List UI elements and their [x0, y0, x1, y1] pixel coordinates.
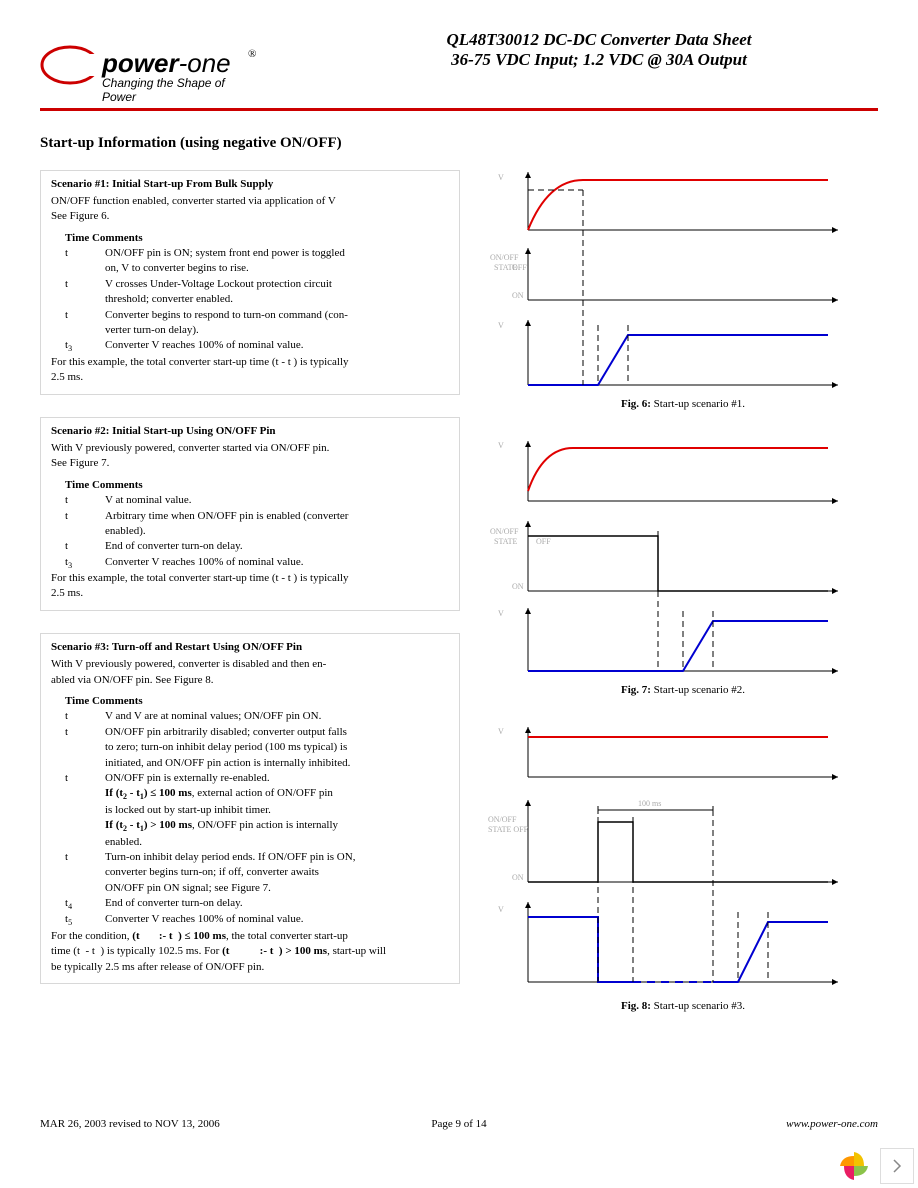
table-row: enabled). [65, 524, 449, 539]
svg-text:ON: ON [512, 873, 524, 882]
figure-6: V ON/OFF STATE OFF ON V Fig. 6: Start-up… [488, 170, 878, 410]
pinwheel-icon [836, 1148, 872, 1184]
footer-page-number: Page 9 of 14 [431, 1118, 486, 1130]
svg-text:V: V [498, 441, 504, 450]
table-row: initiated, and ON/OFF pin action is inte… [65, 756, 449, 771]
scenario-1-title: Scenario #1: Initial Start-up From Bulk … [51, 177, 449, 192]
svg-text:ON: ON [512, 582, 524, 591]
scenario-3-t2b: is locked out by start-up inhibit timer. [105, 803, 449, 818]
table-row: tV at nominal value. [65, 493, 449, 508]
right-column: V ON/OFF STATE OFF ON V Fig. 6: Start-up… [488, 170, 878, 1038]
scenario-1-box: Scenario #1: Initial Start-up From Bulk … [40, 170, 460, 395]
page-footer: MAR 26, 2003 revised to NOV 13, 2006 Pag… [40, 1118, 878, 1130]
scenario-1-summary: For this example, the total converter st… [51, 355, 449, 370]
table-row: tV and V are at nominal values; ON/OFF p… [65, 709, 449, 724]
scenario-2-title: Scenario #2: Initial Start-up Using ON/O… [51, 424, 449, 439]
svg-text:V: V [498, 609, 504, 618]
figure-7-chart: V ON/OFF STATE OFF ON V [488, 436, 848, 676]
table-row: on, V to converter begins to rise. [65, 261, 449, 276]
figure-8-caption: Fig. 8: Start-up scenario #3. [488, 1000, 878, 1012]
scenario-2-time-header: Time Comments [65, 478, 449, 493]
logo-tagline: Changing the Shape of Power [102, 76, 260, 104]
table-row: converter begins turn-on; if off, conver… [65, 865, 449, 880]
figure-8: V 100 ms ON/OFF STATE OFF ON [488, 722, 878, 1012]
table-row: tConverter begins to respond to turn-on … [65, 308, 449, 323]
scenario-2-intro: With V previously powered, converter sta… [51, 441, 449, 456]
scenario-1-intro: ON/OFF function enabled, converter start… [51, 194, 449, 209]
scenario-2-intro2: See Figure 7. [51, 456, 449, 471]
svg-text:STATE OFF: STATE OFF [488, 825, 529, 834]
footer-date: MAR 26, 2003 revised to NOV 13, 2006 [40, 1118, 220, 1130]
logo-text: power-one [102, 48, 231, 79]
scenario-3-box: Scenario #3: Turn-off and Restart Using … [40, 633, 460, 984]
table-row: tEnd of converter turn-on delay. [65, 539, 449, 554]
table-row: tON/OFF pin is externally re-enabled. [65, 771, 449, 786]
page-header: power-one ® Changing the Shape of Power … [40, 30, 878, 100]
scenario-3-t2d: enabled. [105, 835, 449, 850]
scenario-3-summary2: time (t - t ) is typically 102.5 ms. For… [51, 944, 449, 959]
table-row: tV crosses Under-Voltage Lockout protect… [65, 277, 449, 292]
table-row: t3Converter V reaches 100% of nominal va… [65, 338, 449, 354]
header-title: QL48T30012 DC-DC Converter Data Sheet 36… [260, 30, 878, 70]
logo: power-one ® Changing the Shape of Power [40, 30, 260, 100]
svg-text:STATE: STATE [494, 537, 517, 546]
title-line-2: 36-75 VDC Input; 1.2 VDC @ 30A Output [320, 50, 878, 70]
scenario-3-t2c: If (t2 - t1) > 100 ms, ON/OFF pin action… [105, 818, 449, 834]
figure-7: V ON/OFF STATE OFF ON V Fig. 7: Start-up… [488, 436, 878, 696]
table-row: tTurn-on inhibit delay period ends. If O… [65, 850, 449, 865]
table-row: tON/OFF pin arbitrarily disabled; conver… [65, 725, 449, 740]
svg-text:OFF: OFF [512, 263, 527, 272]
scenario-3-time-header: Time Comments [65, 694, 449, 709]
svg-text:ON/OFF: ON/OFF [488, 815, 517, 824]
scenario-3-t2a: If (t2 - t1) ≤ 100 ms, external action o… [105, 786, 449, 802]
main-columns: Scenario #1: Initial Start-up From Bulk … [40, 170, 878, 1038]
footer-url: www.power-one.com [786, 1118, 878, 1130]
table-row: tArbitrary time when ON/OFF pin is enabl… [65, 509, 449, 524]
viewer-controls [836, 1148, 914, 1184]
svg-text:V: V [498, 905, 504, 914]
scenario-3-intro: With V previously powered, converter is … [51, 657, 449, 672]
left-column: Scenario #1: Initial Start-up From Bulk … [40, 170, 460, 1038]
scenario-3-intro2: abled via ON/OFF pin. See Figure 8. [51, 673, 449, 688]
logo-swoosh-icon [40, 40, 100, 90]
header-rule [40, 108, 878, 111]
table-row: to zero; turn-on inhibit delay period (1… [65, 740, 449, 755]
scenario-1-intro2: See Figure 6. [51, 209, 449, 224]
table-row: tON/OFF pin is ON; system front end powe… [65, 246, 449, 261]
chevron-right-icon [892, 1159, 902, 1173]
svg-text:OFF: OFF [536, 537, 551, 546]
svg-text:ON/OFF: ON/OFF [490, 253, 519, 262]
table-row: t3Converter V reaches 100% of nominal va… [65, 555, 449, 571]
title-line-1: QL48T30012 DC-DC Converter Data Sheet [320, 30, 878, 50]
scenario-3-summary3: be typically 2.5 ms after release of ON/… [51, 960, 449, 975]
table-row: threshold; converter enabled. [65, 292, 449, 307]
scenario-2-summary: For this example, the total converter st… [51, 571, 449, 586]
scenario-2-summary2: 2.5 ms. [51, 586, 449, 601]
svg-text:ON: ON [512, 291, 524, 300]
figure-6-chart: V ON/OFF STATE OFF ON V [488, 170, 848, 390]
logo-registered: ® [248, 48, 256, 60]
table-row: t5Converter V reaches 100% of nominal va… [65, 912, 449, 928]
svg-text:V: V [498, 173, 504, 182]
table-row: ON/OFF pin ON signal; see Figure 7. [65, 881, 449, 896]
scenario-1-time-header: Time Comments [65, 231, 449, 246]
figure-7-caption: Fig. 7: Start-up scenario #2. [488, 684, 878, 696]
table-row: t4End of converter turn-on delay. [65, 896, 449, 912]
scenario-3-title: Scenario #3: Turn-off and Restart Using … [51, 640, 449, 655]
svg-text:V: V [498, 321, 504, 330]
svg-text:100 ms: 100 ms [638, 799, 661, 808]
svg-text:ON/OFF: ON/OFF [490, 527, 519, 536]
next-page-button[interactable] [880, 1148, 914, 1184]
section-title: Start-up Information (using negative ON/… [40, 135, 878, 152]
figure-8-chart: V 100 ms ON/OFF STATE OFF ON [488, 722, 848, 992]
table-row: verter turn-on delay). [65, 323, 449, 338]
svg-text:V: V [498, 727, 504, 736]
scenario-3-summary1: For the condition, (t :- t ) ≤ 100 ms, t… [51, 929, 449, 944]
scenario-1-summary2: 2.5 ms. [51, 370, 449, 385]
figure-6-caption: Fig. 6: Start-up scenario #1. [488, 398, 878, 410]
scenario-2-box: Scenario #2: Initial Start-up Using ON/O… [40, 417, 460, 611]
